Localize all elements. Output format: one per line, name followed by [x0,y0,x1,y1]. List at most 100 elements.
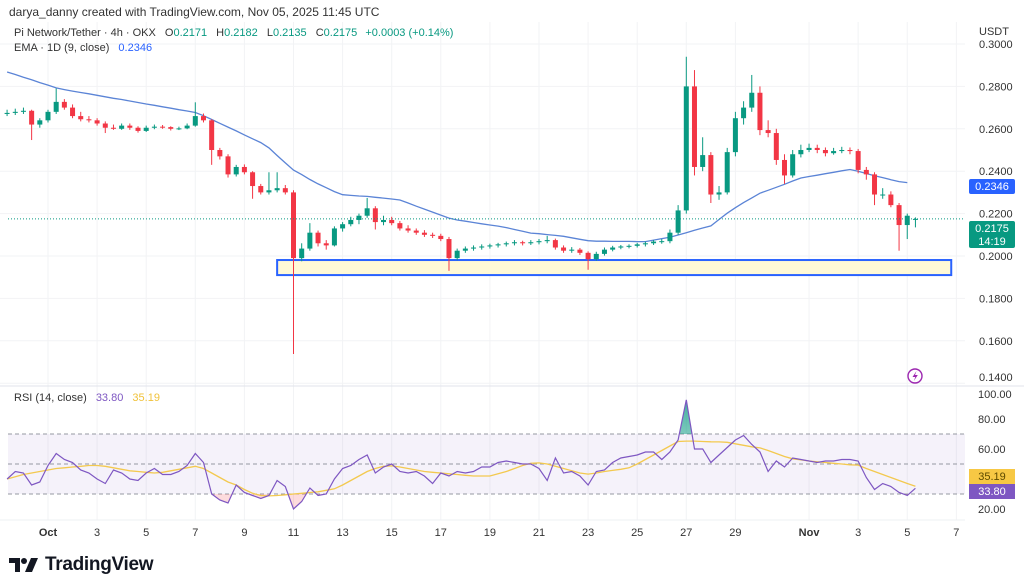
candle [503,241,509,247]
time-axis[interactable]: Oct 3 5 7 9 11 13 15 17 19 21 23 25 27 29 Nov 3 5 7 [39,527,960,539]
candle [912,217,918,228]
candle-body [364,208,370,216]
candle-body [732,118,738,153]
candle [667,229,673,244]
candle-body [4,112,10,114]
rsi-axis[interactable]: 20.00 60.00 80.00 100.00 [978,389,1012,516]
candle-body [20,110,26,112]
support-zone[interactable] [276,259,953,277]
candle-body [200,116,206,121]
rsi-ma-line [6,440,916,497]
date-tick-label: 19 [484,527,496,539]
candle-body [94,120,100,124]
date-tick-label: 5 [904,527,910,539]
close-value: 0.2175 [323,27,358,39]
candle-body [53,101,59,112]
rsi-indicator-label[interactable]: RSI (14, close) [14,392,87,404]
candle-body [135,127,141,131]
date-tick-label: 13 [336,527,348,539]
svg-text:14:19: 14:19 [978,236,1006,248]
candle [880,188,886,199]
candle [340,222,346,232]
candle [12,108,18,116]
rsi-tick-label: 60.00 [978,444,1006,456]
ema-indicator-value: 0.2346 [118,42,153,54]
candle-body [307,232,313,249]
ema-polyline [6,71,908,243]
candle-body [70,107,76,117]
candle-body [372,208,378,223]
candle-body [250,172,256,187]
candle-body [151,126,157,128]
price-axis[interactable]: 0.1400 0.1600 0.1800 0.2000 0.2200 0.2400 0.26… [979,39,1013,384]
candle-body [536,241,542,243]
candle [896,203,902,251]
date-tick-label: 7 [953,527,959,539]
candle-body [831,151,837,154]
candle-body [749,92,755,108]
tradingview-logo[interactable]: TradingView [9,554,154,576]
candle-body [479,246,485,248]
candle [29,109,35,141]
logo-text: TradingView [45,554,154,575]
candle [593,251,599,261]
candle [659,239,665,244]
candle [863,166,869,180]
high-value: 0.2182 [224,27,258,39]
date-tick-label: 17 [435,527,447,539]
candle [225,154,231,178]
candle [479,244,485,250]
candle [610,245,616,252]
candle [331,226,337,247]
candle-body [438,235,444,240]
candle-body [782,159,787,176]
ema-indicator-label[interactable]: EMA · 1D (9, close) [14,42,110,54]
candle [601,247,607,256]
candle [53,88,59,114]
open-value: 0.2171 [173,27,208,39]
candle-body [872,174,878,195]
candle [822,147,828,157]
candle-body [241,166,247,173]
candle [110,124,116,130]
candle-body [266,190,272,193]
candle [20,107,26,114]
candle [168,126,174,131]
candle [364,197,370,218]
symbol-title[interactable]: Pi Network/Tether · 4h · OKX [14,27,156,39]
candle-body [561,247,567,251]
tradingview-logo-icon [9,558,38,572]
lightning-icon[interactable] [907,368,923,384]
candle [577,247,583,255]
candle [160,124,166,129]
rsi-ma-label: 35.19 [969,469,1015,484]
candle [904,213,910,240]
price-tick-label: 0.1400 [979,372,1013,384]
candle [421,230,427,237]
candle-body [331,228,337,246]
candle [872,172,878,206]
change-value: +0.0003 (+0.14%) [365,27,454,39]
candle-body [773,133,779,160]
date-tick-label: 23 [582,527,594,539]
candle-body [765,130,771,134]
candle [839,146,845,154]
candle-body [389,219,395,224]
candle [683,56,689,214]
price-tick-label: 0.2000 [979,251,1013,263]
candle [585,251,591,270]
candle-body [757,92,763,131]
candle [528,240,534,245]
candle-body [642,243,648,245]
candle-body [593,253,599,260]
rsi-legend: RSI (14, close) 33.80 35.19 [14,392,160,404]
candle-body [12,111,18,113]
candle [651,240,657,245]
candle [691,70,697,176]
svg-text:0.2175: 0.2175 [975,223,1009,235]
candle [495,242,501,248]
rsi-tick-label: 80.00 [978,414,1006,426]
candle-body [577,249,583,253]
candle-body [667,232,673,242]
